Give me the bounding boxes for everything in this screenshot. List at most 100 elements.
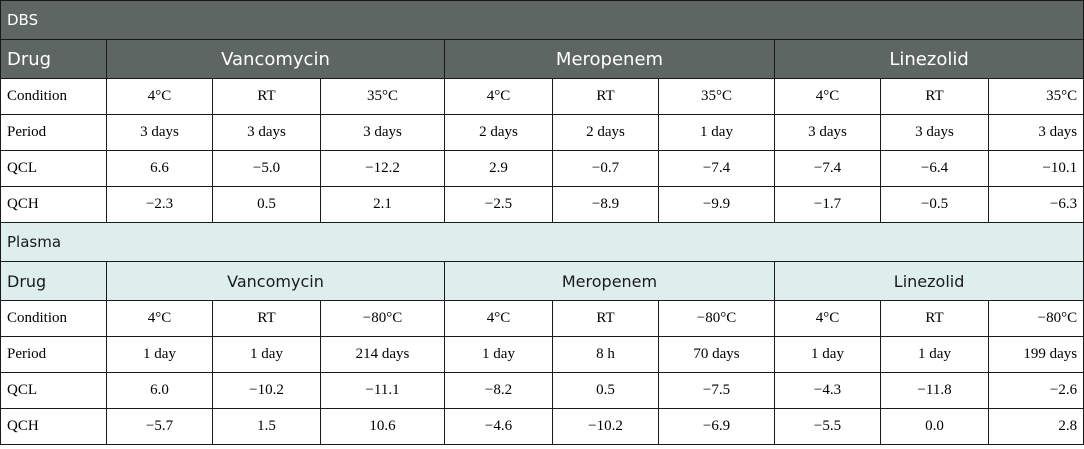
table-cell: −11.1 [320, 372, 445, 409]
table-cell: −4.6 [444, 408, 553, 445]
table-cell: 2.9 [444, 150, 553, 187]
table-cell: RT [212, 300, 321, 337]
drug-group-header: Meropenem [444, 39, 775, 79]
table-cell: 4°C [444, 78, 553, 115]
table-cell: −9.9 [658, 186, 775, 223]
table-row: QCL 6.6 −5.0 −12.2 2.9 −0.7 −7.4 −7.4 −6… [0, 150, 1084, 187]
table-row: QCL 6.0 −10.2 −11.1 −8.2 0.5 −7.5 −4.3 −… [0, 372, 1084, 409]
table-cell: 4°C [106, 78, 213, 115]
row-label: Period [0, 114, 107, 151]
table-row: Condition 4°C RT 35°C 4°C RT 35°C 4°C RT… [0, 78, 1084, 115]
row-label: QCH [0, 408, 107, 445]
row-label: Condition [0, 300, 107, 337]
table-cell: 1 day [444, 336, 553, 373]
table-cell: −6.9 [658, 408, 775, 445]
table-cell: −10.2 [552, 408, 659, 445]
table-cell: 2.1 [320, 186, 445, 223]
table-cell: 4°C [774, 300, 881, 337]
table-cell: −80°C [658, 300, 775, 337]
table-cell: −11.8 [880, 372, 989, 409]
table-cell: −12.2 [320, 150, 445, 187]
table-row: QCH −2.3 0.5 2.1 −2.5 −8.9 −9.9 −1.7 −0.… [0, 186, 1084, 223]
table-cell: −80°C [987, 300, 1084, 337]
table-cell: −0.7 [552, 150, 659, 187]
table-cell: −2.3 [106, 186, 213, 223]
table-cell: −80°C [320, 300, 445, 337]
table-cell: 4°C [444, 300, 553, 337]
table-cell: 1 day [106, 336, 213, 373]
table-cell: 4°C [106, 300, 213, 337]
table-cell: RT [880, 300, 989, 337]
table-cell: 0.5 [552, 372, 659, 409]
table-cell: 1 day [774, 336, 881, 373]
row-label: QCH [0, 186, 107, 223]
table-cell: 199 days [987, 336, 1084, 373]
table-cell: RT [552, 300, 659, 337]
row-label: Condition [0, 78, 107, 115]
row-label: QCL [0, 150, 107, 187]
plasma-section: Plasma Drug Vancomycin Meropenem Linezol… [0, 222, 1084, 445]
table-cell: −7.4 [774, 150, 881, 187]
table-cell: −5.7 [106, 408, 213, 445]
drug-group-header: Meropenem [444, 261, 775, 301]
table-cell: 214 days [320, 336, 445, 373]
table-row: Period 3 days 3 days 3 days 2 days 2 day… [0, 114, 1084, 151]
table-cell: −2.6 [987, 372, 1084, 409]
table-cell: 35°C [987, 78, 1084, 115]
table-cell: −2.5 [444, 186, 553, 223]
table-row: Condition 4°C RT −80°C 4°C RT −80°C 4°C … [0, 300, 1084, 337]
table-cell: −6.3 [987, 186, 1084, 223]
table-cell: 3 days [987, 114, 1084, 151]
row-label: QCL [0, 372, 107, 409]
table-cell: RT [880, 78, 989, 115]
table-cell: −7.5 [658, 372, 775, 409]
table-cell: 35°C [320, 78, 445, 115]
table-cell: −8.2 [444, 372, 553, 409]
table-cell: −7.4 [658, 150, 775, 187]
drug-group-header: Linezolid [773, 261, 1084, 301]
table-cell: 2 days [444, 114, 553, 151]
table-cell: 0.5 [212, 186, 321, 223]
drug-header: Drug [0, 39, 107, 79]
table-cell: 8 h [552, 336, 659, 373]
table-row: Period 1 day 1 day 214 days 1 day 8 h 70… [0, 336, 1084, 373]
table-cell: 4°C [774, 78, 881, 115]
table-cell: 1 day [658, 114, 775, 151]
table-cell: 3 days [320, 114, 445, 151]
table-cell: RT [552, 78, 659, 115]
table-cell: 3 days [880, 114, 989, 151]
table-cell: 0.0 [880, 408, 989, 445]
table-cell: 1 day [880, 336, 989, 373]
table-cell: −1.7 [774, 186, 881, 223]
drug-group-header: Vancomycin [106, 261, 445, 301]
table-cell: −5.0 [212, 150, 321, 187]
dbs-section: DBS Drug Vancomycin Meropenem Linezolid … [0, 0, 1084, 223]
table-cell: −4.3 [774, 372, 881, 409]
table-cell: 2 days [552, 114, 659, 151]
table-cell: 1.5 [212, 408, 321, 445]
table-cell: 6.6 [106, 150, 213, 187]
table-cell: 3 days [774, 114, 881, 151]
table-cell: −10.2 [212, 372, 321, 409]
drug-group-header: Linezolid [773, 39, 1084, 79]
table-cell: 3 days [106, 114, 213, 151]
table-cell: 2.8 [987, 408, 1084, 445]
table-cell: −6.4 [880, 150, 989, 187]
table-cell: RT [212, 78, 321, 115]
drug-group-header: Vancomycin [106, 39, 445, 79]
table-cell: 70 days [658, 336, 775, 373]
row-label: Period [0, 336, 107, 373]
table-cell: 35°C [658, 78, 775, 115]
table-cell: 3 days [212, 114, 321, 151]
section-title: Plasma [0, 222, 1084, 262]
table-cell: −5.5 [774, 408, 881, 445]
drug-header: Drug [0, 261, 107, 301]
table-cell: −0.5 [880, 186, 989, 223]
table-row: QCH −5.7 1.5 10.6 −4.6 −10.2 −6.9 −5.5 0… [0, 408, 1084, 445]
table-cell: −10.1 [987, 150, 1084, 187]
table-cell: −8.9 [552, 186, 659, 223]
table-cell: 1 day [212, 336, 321, 373]
table-cell: 10.6 [320, 408, 445, 445]
table-cell: 6.0 [106, 372, 213, 409]
